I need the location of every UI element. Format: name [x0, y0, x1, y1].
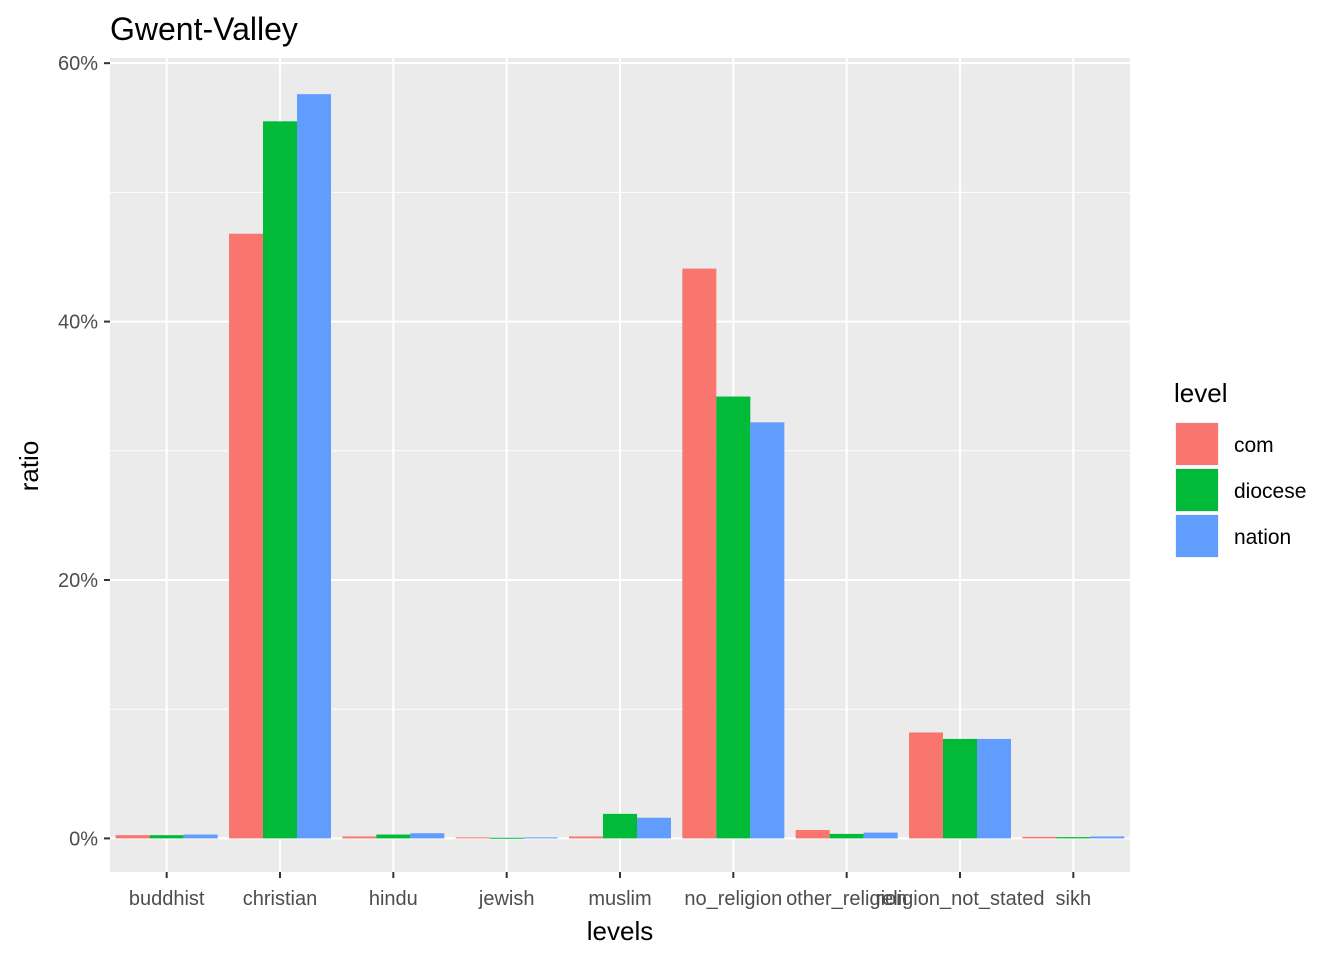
bar-nation-religion_not_stated — [977, 738, 1011, 839]
legend: level com diocese nation — [1174, 378, 1306, 558]
legend-swatch-com — [1176, 423, 1218, 465]
x-axis: buddhist christian hindu jewish muslim no_rel… — [129, 872, 1091, 910]
bar-com-other_religion — [795, 830, 830, 839]
y-tick-label: 0% — [69, 828, 98, 850]
bar-diocese-muslim — [603, 813, 637, 839]
x-tick-label-other_religion: other_religion — [786, 888, 907, 910]
bar-diocese-religion_not_stated — [943, 738, 977, 839]
y-tick-label: 20% — [58, 570, 98, 592]
legend-swatch-diocese — [1176, 469, 1218, 511]
y-tick-label: 40% — [58, 312, 98, 334]
bar-nation-muslim — [637, 817, 671, 839]
y-tick-label: 60% — [58, 53, 98, 75]
bar-com-muslim — [569, 836, 603, 839]
x-tick-label-no_religion: no_religion — [684, 888, 782, 910]
bar-com-buddhist — [115, 835, 150, 839]
bar-diocese-no_religion — [716, 396, 751, 839]
bar-nation-christian — [297, 94, 331, 839]
bar-com-hindu — [342, 836, 377, 839]
legend-label-com: com — [1234, 434, 1274, 457]
x-tick-label-jewish: jewish — [478, 888, 535, 910]
bars — [115, 94, 1125, 839]
x-tick-label-religion_not_stated: religion_not_stated — [875, 888, 1044, 910]
y-axis: 0% 20% 40% 60% — [58, 53, 110, 850]
bar-diocese-jewish — [489, 837, 524, 839]
x-tick-label-buddhist: buddhist — [129, 888, 205, 910]
bar-nation-hindu — [410, 833, 445, 839]
bar-nation-other_religion — [863, 832, 898, 839]
bar-nation-sikh — [1090, 836, 1125, 839]
bar-diocese-buddhist — [149, 835, 184, 839]
chart-title: Gwent-Valley — [110, 11, 298, 47]
x-tick-label-christian: christian — [243, 888, 317, 910]
legend-label-diocese: diocese — [1234, 480, 1306, 503]
bar-diocese-other_religion — [829, 833, 864, 839]
legend-label-nation: nation — [1234, 526, 1291, 549]
x-axis-title: levels — [587, 916, 653, 946]
bar-diocese-sikh — [1056, 837, 1091, 839]
bar-com-jewish — [455, 837, 490, 839]
legend-swatch-nation — [1176, 515, 1218, 557]
bar-com-no_religion — [682, 268, 717, 839]
bar-com-sikh — [1022, 836, 1057, 839]
x-tick-label-hindu: hindu — [369, 888, 418, 910]
bar-nation-jewish — [523, 837, 558, 839]
bar-diocese-hindu — [376, 834, 411, 839]
legend-title: level — [1174, 378, 1227, 408]
x-tick-label-sikh: sikh — [1056, 888, 1092, 910]
bar-com-christian — [229, 233, 263, 839]
bar-com-religion_not_stated — [909, 732, 943, 839]
bar-diocese-christian — [263, 121, 297, 839]
x-tick-label-muslim: muslim — [588, 888, 651, 910]
bar-nation-no_religion — [750, 422, 785, 839]
bar-nation-buddhist — [183, 834, 218, 839]
y-axis-title: ratio — [14, 441, 44, 492]
